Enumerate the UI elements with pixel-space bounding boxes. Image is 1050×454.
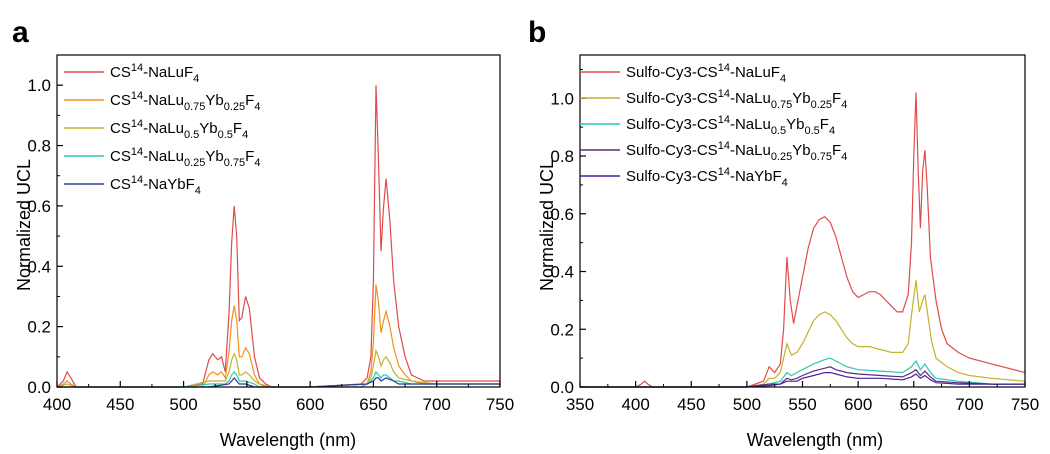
y-tick-label-b: 0.4 xyxy=(550,263,574,282)
x-tick-label-b: 700 xyxy=(955,395,983,414)
y-tick-label-a: 0.4 xyxy=(27,257,51,276)
y-tick-label-b: 0.8 xyxy=(550,147,574,166)
y-tick-label-b: 0.2 xyxy=(550,320,574,339)
series-line-b-1 xyxy=(580,92,1026,388)
x-tick-label-b: 400 xyxy=(621,395,649,414)
legend-label-b-5: Sulfo-Cy3-CS14-NaYbF4 xyxy=(626,166,788,189)
y-tick-label-a: 0.2 xyxy=(27,318,51,337)
x-tick-label-a: 750 xyxy=(486,395,514,414)
legend-label-a-3: CS14-NaLu0.5Yb0.5F4 xyxy=(110,118,248,141)
x-tick-label-b: 450 xyxy=(677,395,705,414)
x-tick-label-a: 600 xyxy=(296,395,324,414)
y-tick-label-a: 0.6 xyxy=(27,197,51,216)
legend-label-b-2: Sulfo-Cy3-CS14-NaLu0.75Yb0.25F4 xyxy=(626,88,847,111)
series-line-b-5 xyxy=(580,372,1025,388)
x-tick-label-b: 750 xyxy=(1011,395,1039,414)
x-axis-title-a: Wavelength (nm) xyxy=(220,430,356,450)
x-tick-label-b: 550 xyxy=(788,395,816,414)
plot-area-b: 350 400 450 500 550 600 650 700 750 0.0 0.2 0.4 0.6 0… xyxy=(550,54,1039,414)
legend-label-a-4: CS14-NaLu0.25Yb0.75F4 xyxy=(110,146,260,169)
y-axis-title-a: Normalized UCL xyxy=(14,159,34,291)
y-tick-label-a: 0.0 xyxy=(27,378,51,397)
legend-label-b-3: Sulfo-Cy3-CS14-NaLu0.5Yb0.5F4 xyxy=(626,114,835,137)
x-tick-label-a: 550 xyxy=(233,395,261,414)
series-line-a-1 xyxy=(56,85,500,388)
series-line-b-2 xyxy=(580,280,1026,388)
x-tick-label-a: 500 xyxy=(169,395,197,414)
series-line-a-3 xyxy=(56,348,500,388)
legend-label-a-5: CS14-NaYbF4 xyxy=(110,174,201,197)
y-tick-label-b: 1.0 xyxy=(550,89,574,108)
legend-label-b-1: Sulfo-Cy3-CS14-NaLuF4 xyxy=(626,62,786,85)
y-tick-label-b: 0.0 xyxy=(550,378,574,397)
legend-label-a-2: CS14-NaLu0.75Yb0.25F4 xyxy=(110,90,260,113)
x-tick-label-b: 500 xyxy=(733,395,761,414)
series-line-b-3 xyxy=(580,357,1025,388)
series-line-a-2 xyxy=(56,284,500,388)
chart-panel-b: b Normalized UCL Wavelength (nm) 350 400 4… xyxy=(528,16,1039,450)
chart-panel-a: a Normalized UCL Wavelength (nm) 400 450 5… xyxy=(12,16,514,450)
x-tick-label-a: 700 xyxy=(423,395,451,414)
y-tick-label-a: 1.0 xyxy=(27,76,51,95)
x-tick-label-b: 350 xyxy=(566,395,594,414)
x-tick-label-b: 600 xyxy=(844,395,872,414)
x-tick-label-a: 450 xyxy=(106,395,134,414)
legend-label-a-1: CS14-NaLuF4 xyxy=(110,62,199,85)
y-tick-label-b: 0.6 xyxy=(550,205,574,224)
x-tick-label-a: 650 xyxy=(359,395,387,414)
panel-label-b: b xyxy=(528,16,546,49)
x-axis-title-b: Wavelength (nm) xyxy=(747,430,883,450)
x-tick-label-b: 650 xyxy=(900,395,928,414)
legend-label-b-4: Sulfo-Cy3-CS14-NaLu0.25Yb0.75F4 xyxy=(626,140,847,163)
x-tick-label-a: 400 xyxy=(43,395,71,414)
y-axis-title-b: Normalized UCL xyxy=(537,159,557,291)
plot-area-a: 400 450 500 550 600 650 700 750 0.0 0.2 0.4 0.6 0.8 1… xyxy=(27,54,514,414)
y-tick-label-a: 0.8 xyxy=(27,137,51,156)
panel-label-a: a xyxy=(12,16,29,49)
